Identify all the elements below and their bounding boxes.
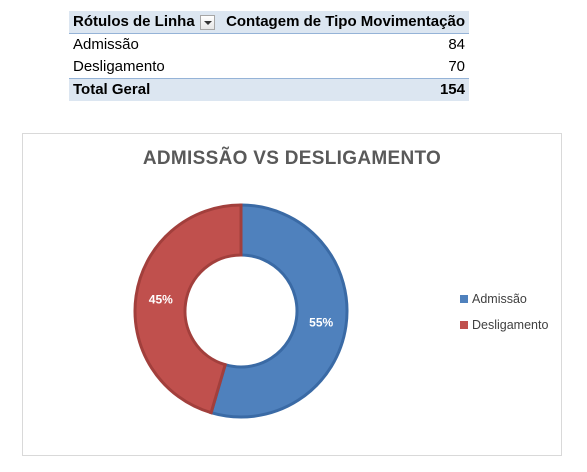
data-label: 45% <box>149 292 173 306</box>
donut-slice-desligamento[interactable] <box>133 203 243 415</box>
pivot-row-label: Desligamento <box>73 58 165 75</box>
legend-label: Desligamento <box>472 317 549 332</box>
chart-legend[interactable]: Admissão Desligamento <box>460 292 548 344</box>
pivot-row-label: Admissão <box>73 36 139 53</box>
pivot-total-label: Total Geral <box>69 78 220 101</box>
donut-slice-admissão[interactable] <box>209 203 349 419</box>
pivot-row-labels-header[interactable]: Rótulos de Linha <box>69 11 220 34</box>
pivot-row[interactable]: Admissão 84 <box>69 34 469 57</box>
legend-label: Admissão <box>472 291 527 306</box>
filter-dropdown-icon[interactable] <box>200 14 216 30</box>
pivot-row-value: 84 <box>448 36 465 53</box>
donut-chart[interactable]: ADMISSÃO VS DESLIGAMENTO 55% 45% Admissão… <box>22 133 562 456</box>
legend-item[interactable]: Admissão <box>460 291 548 306</box>
chart-title: ADMISSÃO VS DESLIGAMENTO <box>142 148 442 169</box>
pivot-total-row[interactable]: Total Geral 154 <box>69 78 469 101</box>
legend-swatch <box>460 294 468 303</box>
pivot-total-value: 154 <box>219 78 469 101</box>
row-labels-text: Rótulos de Linha <box>73 13 195 30</box>
pivot-header-row: Rótulos de Linha Contagem de Tipo Movime… <box>69 11 469 34</box>
pivot-row-value: 70 <box>448 58 465 75</box>
legend-item[interactable]: Desligamento <box>460 317 549 332</box>
pivot-row[interactable]: Desligamento 70 <box>69 56 469 79</box>
pivot-value-header[interactable]: Contagem de Tipo Movimentação <box>219 11 469 34</box>
data-label: 55% <box>309 316 333 330</box>
donut-plot[interactable]: 55% 45% <box>23 134 563 457</box>
pivot-table: Rótulos de Linha Contagem de Tipo Movime… <box>69 11 469 101</box>
legend-swatch <box>460 320 468 329</box>
